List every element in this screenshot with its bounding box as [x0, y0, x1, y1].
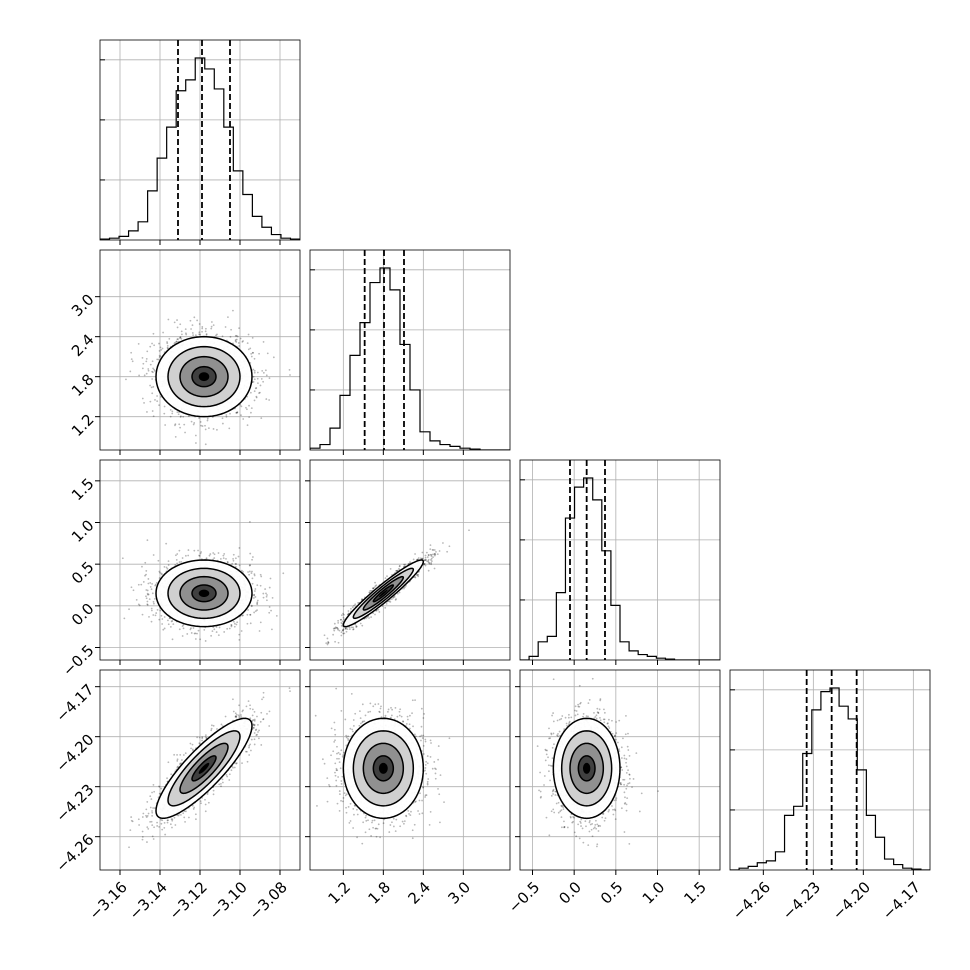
x-tick-label: −3.10 [206, 878, 251, 923]
panel-frame [309, 249, 511, 451]
x-tick-label: 1.8 [365, 878, 395, 908]
y-tick-label: 1.2 [68, 410, 98, 440]
x-tick-label: −0.5 [505, 878, 543, 916]
y-tick-label: −4.17 [52, 680, 97, 725]
x-tick-label: 1.5 [680, 878, 710, 908]
contour-level-4 [198, 372, 210, 382]
x-tick-label: 0.5 [597, 878, 627, 908]
x-tick-label: −3.14 [126, 878, 171, 923]
panel-frame [729, 669, 931, 871]
y-tick-label: 3.0 [68, 290, 98, 320]
y-tick-label: 0.5 [68, 558, 98, 588]
x-tick-label: −4.20 [829, 878, 874, 923]
contour-level-4 [198, 589, 210, 597]
panel-frame [519, 459, 721, 661]
y-tick-label: 1.0 [68, 516, 98, 546]
panel-2-0: −0.5 0.0 0.5 1.0 1.5 [59, 459, 301, 680]
histogram-0 [100, 57, 300, 240]
x-tick-label: 0.0 [555, 878, 585, 908]
x-tick-label: −3.12 [166, 878, 211, 923]
contour-level-4 [378, 762, 388, 774]
contour-level-4 [198, 762, 210, 774]
y-tick-label: −4.20 [52, 730, 97, 775]
y-tick-label: −0.5 [59, 641, 97, 679]
y-tick-label: −4.26 [52, 830, 97, 875]
x-tick-label: −4.17 [879, 878, 924, 923]
panel-3-1: 1.2 1.8 2.4 3.0 [305, 669, 511, 908]
panel-0-0 [99, 39, 301, 245]
panel-1-0: 1.2 1.8 2.4 3.0 [68, 249, 301, 455]
x-tick-label: −4.23 [779, 878, 824, 923]
contour-level-4 [378, 589, 388, 597]
panel-2-1 [305, 459, 511, 665]
y-tick-label: 0.0 [68, 600, 98, 630]
panel-frame [519, 669, 721, 871]
y-tick-label: 2.4 [68, 330, 98, 360]
x-tick-label: −3.08 [246, 878, 291, 923]
contour-level-4 [583, 762, 591, 774]
y-tick-label: 1.8 [68, 370, 98, 400]
x-tick-label: 2.4 [405, 878, 435, 908]
panel-2-2 [519, 459, 721, 665]
histogram-2 [520, 477, 720, 660]
y-tick-label: 1.5 [68, 475, 98, 505]
x-tick-label: 1.0 [639, 878, 669, 908]
panel-frame [309, 669, 511, 871]
x-tick-label: 1.2 [325, 878, 355, 908]
y-tick-label: −4.23 [52, 780, 97, 825]
panel-frame [309, 459, 511, 661]
panel-1-1 [309, 249, 511, 455]
x-tick-label: −4.26 [729, 878, 774, 923]
histogram-3 [730, 687, 930, 870]
panel-3-0: −3.16−3.14−3.12−3.10−3.08 −4.26 −4.23 −4.20… [52, 669, 301, 923]
panel-3-2: −0.5 0.0 0.5 1.0 1.5 [505, 669, 721, 917]
x-tick-label: 3.0 [445, 878, 475, 908]
histogram-1 [310, 267, 510, 450]
panel-3-3: −4.26 −4.23 −4.20 −4.17 [729, 669, 931, 923]
x-tick-label: −3.16 [86, 878, 131, 923]
